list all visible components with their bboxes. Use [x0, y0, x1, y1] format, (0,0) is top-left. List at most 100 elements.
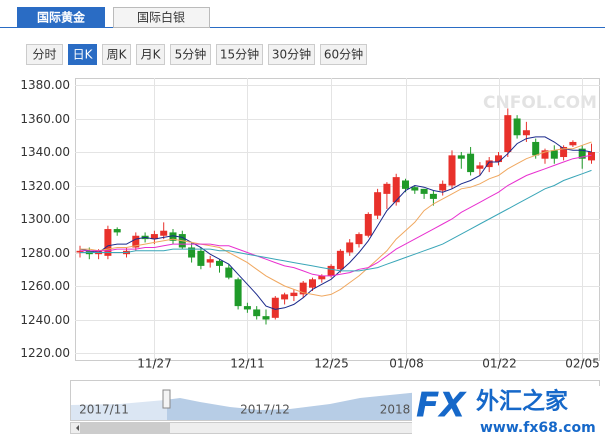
period-button[interactable] — [268, 44, 315, 65]
candle-body — [309, 279, 316, 288]
candle-body — [457, 155, 465, 159]
y-tick-label: 1380.00 — [20, 78, 70, 92]
candle-body — [429, 193, 437, 199]
navigator-label: 2018 — [380, 403, 411, 417]
candle-body — [234, 279, 242, 307]
period-button[interactable] — [26, 44, 63, 65]
candle-body — [206, 259, 214, 263]
period-button[interactable] — [320, 44, 367, 65]
tab-active[interactable] — [17, 7, 105, 28]
candle-body — [569, 141, 577, 146]
period-label[interactable]: 周K — [107, 48, 128, 62]
candle-body — [197, 250, 205, 266]
candle-body — [485, 160, 493, 168]
candle-body — [225, 267, 233, 278]
candle-body — [281, 294, 289, 300]
period-button[interactable] — [170, 44, 211, 65]
y-tick-label: 1300.00 — [20, 212, 70, 226]
period-label[interactable]: 5分钟 — [175, 47, 207, 62]
logo-bg — [412, 386, 605, 441]
candle-body — [495, 155, 502, 163]
ma-line — [80, 154, 592, 277]
period-button[interactable] — [68, 44, 97, 65]
ma-line — [79, 136, 592, 310]
candle-body — [132, 235, 140, 248]
period-button[interactable] — [136, 44, 165, 65]
navigator-mask — [71, 381, 167, 420]
ma-line — [80, 141, 592, 297]
candle-body — [169, 232, 177, 241]
candle-body — [439, 183, 447, 191]
period-button[interactable] — [102, 44, 131, 65]
candle-body — [476, 165, 484, 169]
candle-body — [402, 180, 409, 189]
period-button[interactable] — [216, 44, 263, 65]
candle-body — [522, 130, 530, 136]
navigator-label: 2017/11 — [79, 403, 129, 417]
y-tick-label: 1280.00 — [20, 246, 70, 260]
x-tick-label: 11/27 — [137, 357, 172, 371]
period-label[interactable]: 日K — [73, 48, 94, 62]
x-tick-label: 01/22 — [482, 357, 517, 371]
candle-body — [336, 250, 344, 270]
candle-body — [513, 118, 521, 136]
logo-fx: FX — [416, 386, 467, 426]
period-label[interactable]: 15分钟 — [220, 47, 259, 62]
scrollbar-thumb[interactable] — [80, 423, 170, 433]
watermark: CNFOL.COM — [483, 93, 597, 113]
tab-label[interactable]: 国际黄金 — [37, 10, 86, 25]
candle-body — [374, 192, 382, 216]
candle-body — [578, 148, 586, 159]
navigator-handle[interactable] — [162, 389, 171, 409]
candle-body — [253, 309, 261, 317]
candle-body — [299, 282, 307, 295]
candle-body — [346, 242, 354, 253]
candle-body — [467, 153, 475, 173]
candle-body — [392, 177, 400, 203]
period-label[interactable]: 月K — [141, 48, 162, 62]
logo-name: 外汇之家 — [476, 388, 568, 415]
candle-body — [290, 292, 298, 297]
candle-body — [188, 247, 196, 258]
candle-body — [104, 229, 112, 256]
candle-body — [420, 188, 428, 194]
y-tick-label: 1320.00 — [20, 179, 70, 193]
ma-line — [80, 169, 592, 272]
candle-body — [355, 234, 363, 245]
candle-body — [216, 260, 223, 266]
tab-rule — [0, 27, 605, 28]
candle-body — [243, 306, 251, 310]
scroll-arrow[interactable] — [76, 425, 79, 431]
y-tick-label: 1340.00 — [20, 145, 70, 159]
candle-body — [532, 141, 540, 156]
period-label[interactable]: 60分钟 — [324, 47, 363, 62]
candle-body — [560, 146, 568, 158]
candle-body — [150, 234, 158, 240]
y-tick-label: 1220.00 — [20, 346, 70, 360]
candle-body — [550, 150, 558, 159]
candle-body — [588, 152, 595, 161]
x-tick-label: 02/05 — [565, 357, 600, 371]
candle-body — [318, 275, 326, 280]
period-label[interactable]: 30分钟 — [272, 47, 311, 62]
candle-body — [448, 155, 456, 186]
candle-body — [327, 265, 335, 276]
tab-label[interactable]: 国际白银 — [137, 10, 185, 25]
x-tick-label: 12/11 — [230, 357, 265, 371]
candle-body — [383, 183, 391, 194]
logo-url: www.fx68.com — [480, 420, 596, 436]
y-tick-label: 1360.00 — [20, 112, 70, 126]
candle-body — [411, 187, 419, 191]
navigator-label: 2017/12 — [240, 403, 290, 417]
period-label[interactable]: 分时 — [32, 48, 56, 62]
candle-body — [262, 316, 270, 320]
candle-body — [271, 297, 279, 318]
x-tick-label: 01/08 — [389, 357, 424, 371]
y-tick-label: 1240.00 — [20, 313, 70, 327]
y-tick-label: 1260.00 — [20, 279, 70, 293]
tab[interactable] — [113, 7, 210, 28]
candle-body — [504, 115, 512, 152]
x-tick-label: 12/25 — [314, 357, 349, 371]
